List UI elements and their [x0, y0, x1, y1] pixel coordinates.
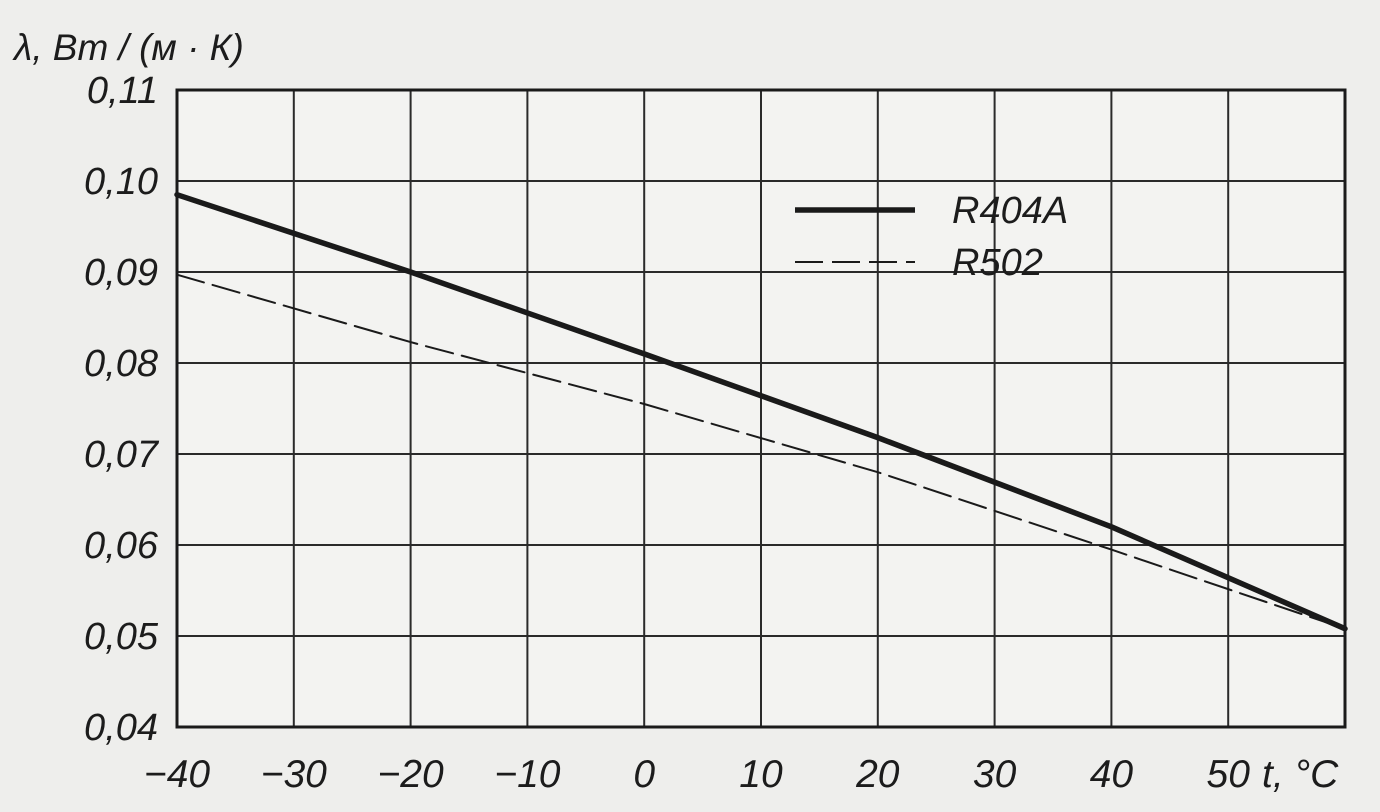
- y-axis-label: λ, Вт / (м · К): [12, 27, 244, 68]
- y-tick-labels: 0,04 0,05 0,06 0,07 0,08 0,09 0,10 0,11: [84, 70, 160, 749]
- series-line-r502: [176, 273, 1346, 630]
- y-tick-label: 0,07: [84, 434, 160, 476]
- y-tick-label: 0,06: [84, 525, 159, 567]
- y-tick-label: 0,08: [84, 343, 158, 385]
- legend-label: R502: [952, 242, 1043, 284]
- x-tick-label: −20: [378, 753, 444, 796]
- y-tick-label: 0,11: [87, 70, 158, 112]
- plot-frame: [175, 88, 1347, 729]
- x-tick-label: 30: [973, 753, 1017, 796]
- legend: R404A R502: [795, 190, 1068, 284]
- x-tick-labels: −40 −30 −20 −10 0 10 20 30 40 50: [144, 753, 1250, 796]
- y-tick-label: 0,05: [84, 616, 159, 658]
- x-tick-label: 10: [739, 753, 783, 796]
- x-tick-label: −30: [261, 753, 327, 796]
- y-tick-label: 0,10: [84, 161, 158, 203]
- x-tick-label: 50: [1207, 753, 1251, 796]
- x-axis-label: t, °C: [1262, 753, 1339, 796]
- legend-label: R404A: [952, 190, 1068, 232]
- x-tick-label: −10: [494, 753, 560, 796]
- x-tick-label: 20: [855, 753, 900, 796]
- x-tick-label: −40: [144, 753, 210, 796]
- y-tick-label: 0,09: [84, 252, 158, 294]
- x-tick-label: 40: [1090, 753, 1134, 796]
- y-tick-label: 0,04: [84, 707, 158, 749]
- x-tick-label: 0: [633, 753, 655, 796]
- series-line-r404a: [174, 191, 1348, 632]
- series-layer: [174, 191, 1348, 632]
